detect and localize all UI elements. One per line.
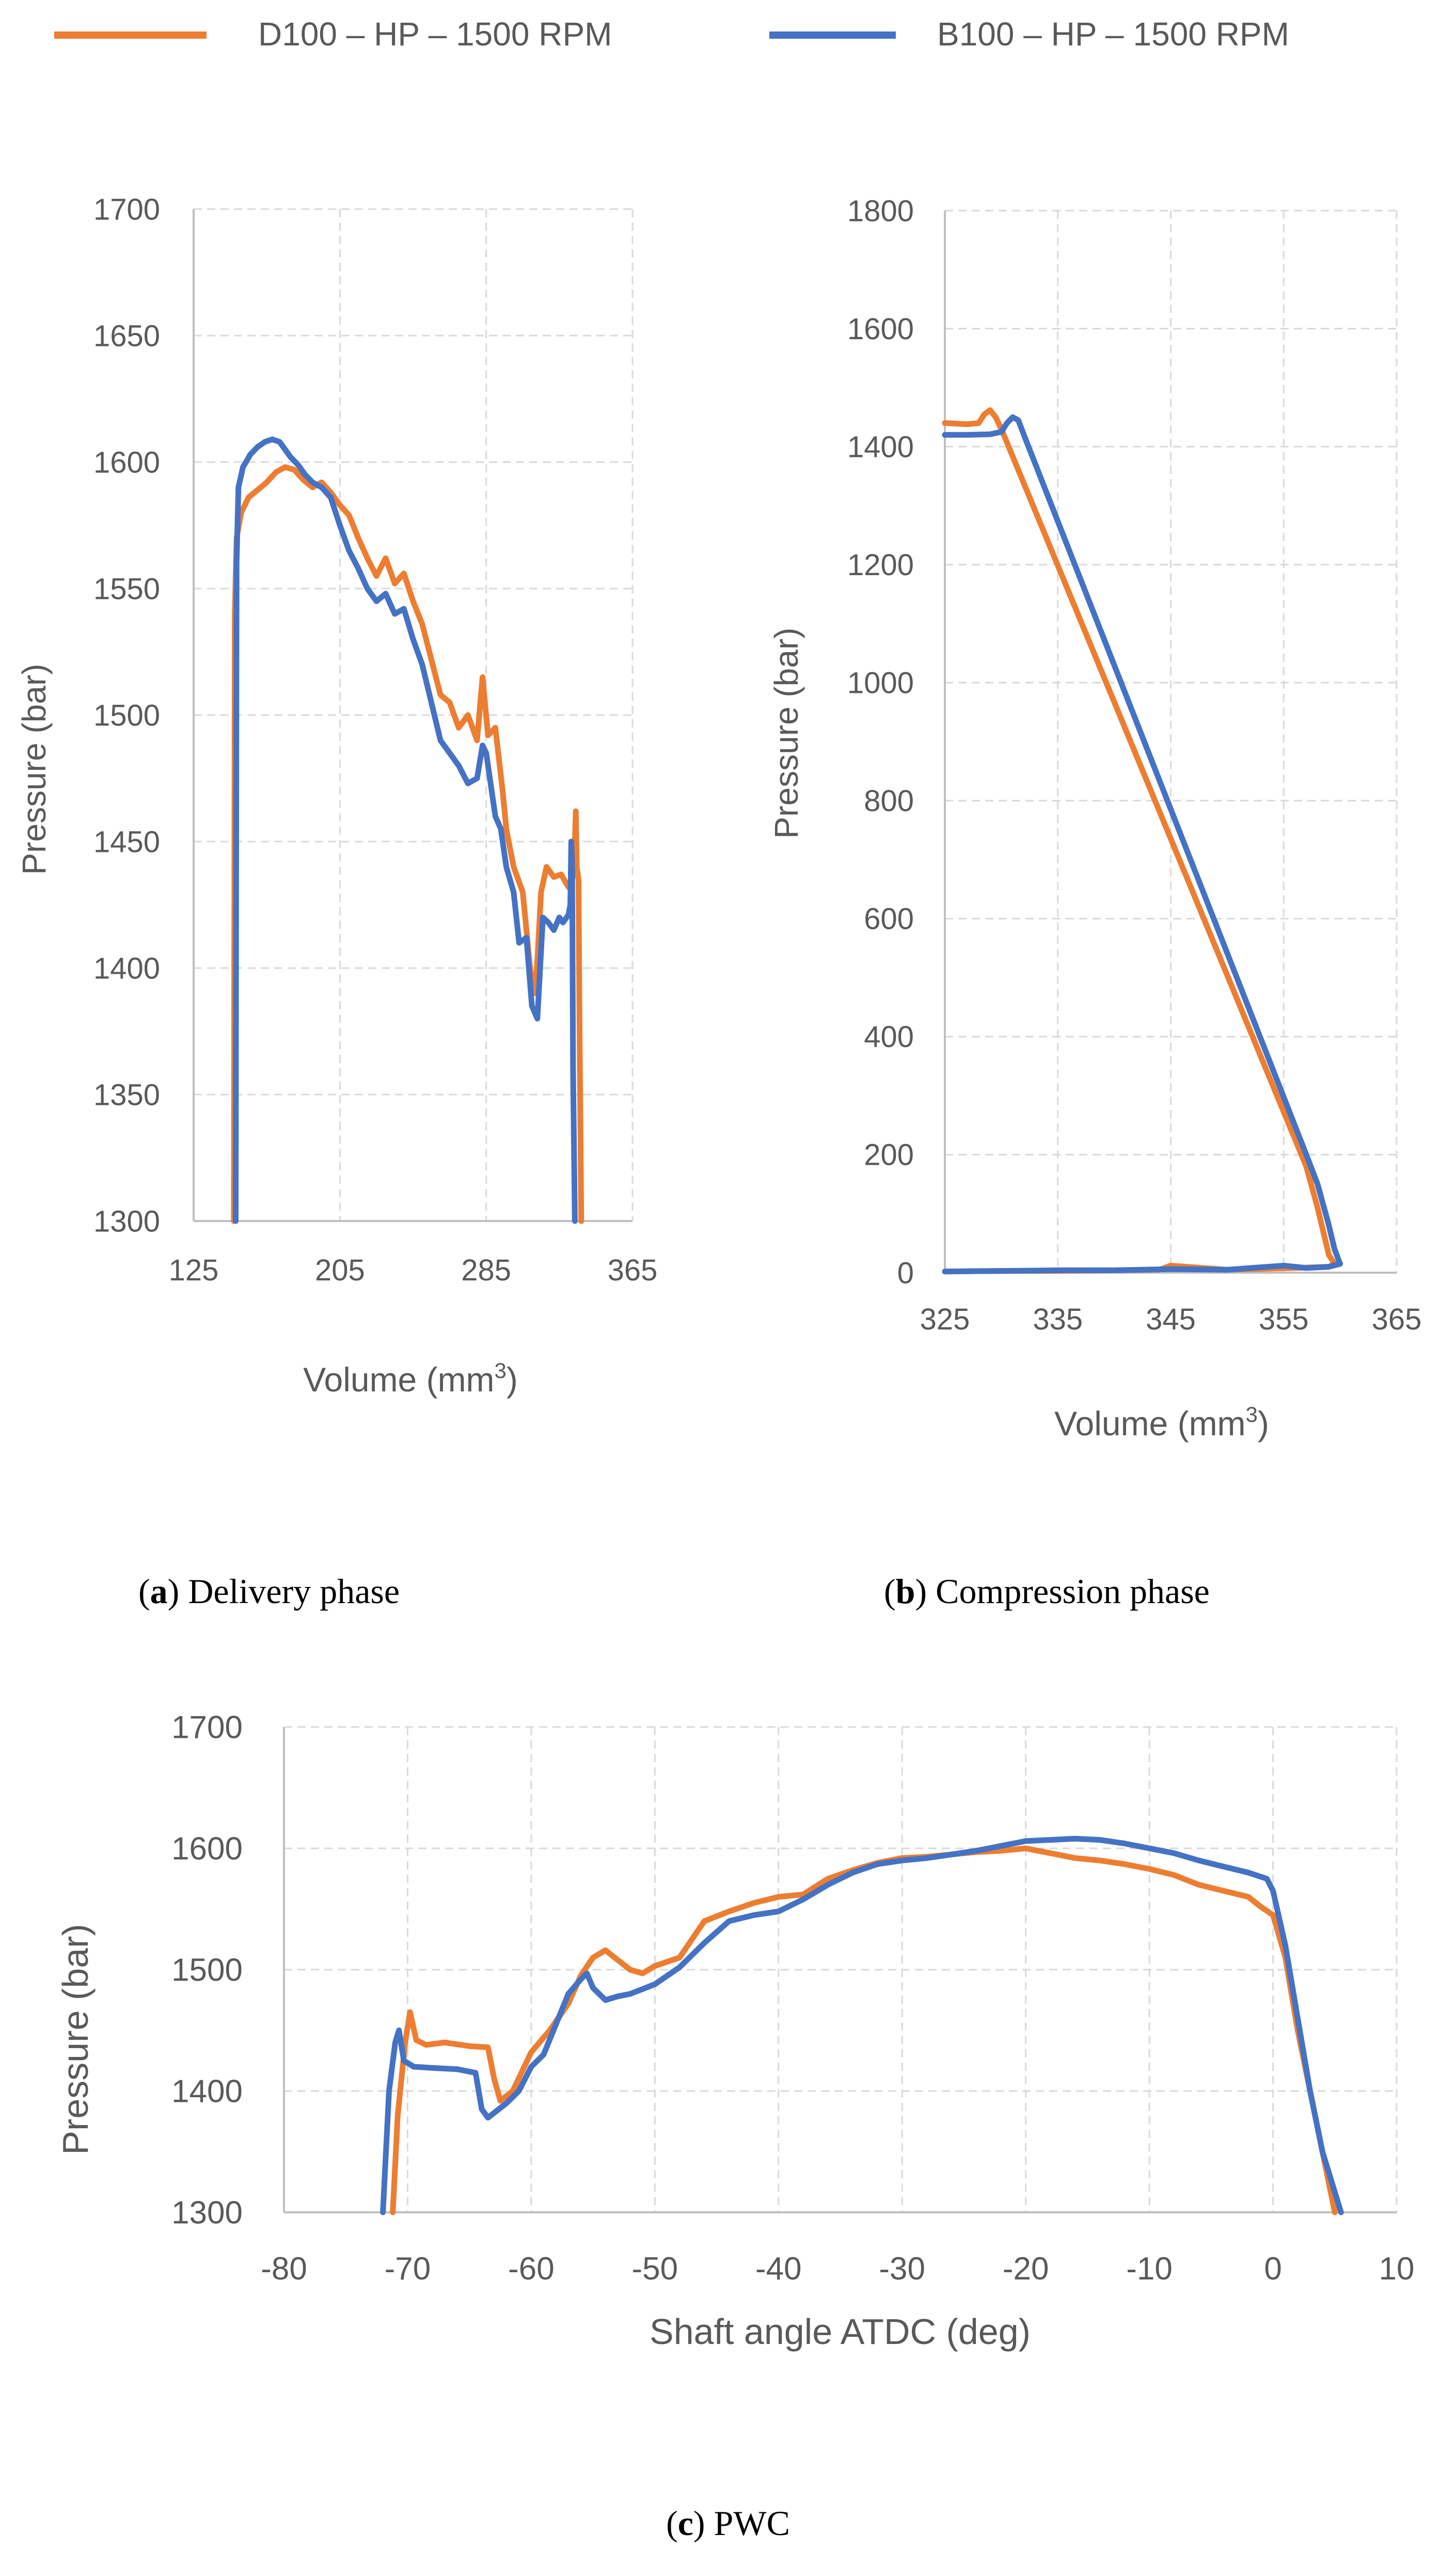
chart-b-y-tick-label: 800 bbox=[864, 784, 914, 818]
chart-b-y-tick-label: 1200 bbox=[847, 548, 914, 582]
caption-c: (c) PWC bbox=[666, 2504, 790, 2543]
legend: D100 – HP – 1500 RPM B100 – HP – 1500 RP… bbox=[54, 15, 1289, 53]
chart-a-y-tick-label: 1400 bbox=[93, 952, 160, 985]
legend-label-d100: D100 – HP – 1500 RPM bbox=[258, 15, 612, 53]
chart-a-series bbox=[231, 436, 584, 1224]
chart-c-x-tick-label: -60 bbox=[508, 2251, 555, 2287]
chart-a-x-tick-label: 205 bbox=[315, 1254, 365, 1287]
chart-c-series-b100-line bbox=[380, 1835, 1344, 2215]
chart-a-y-tick-label: 1700 bbox=[93, 193, 160, 226]
chart-a-y-tick-label: 1350 bbox=[93, 1078, 160, 1112]
chart-a-y-tick-label: 1300 bbox=[93, 1205, 160, 1238]
chart-c-x-tick-label: -10 bbox=[1126, 2251, 1173, 2287]
chart-b-x-tick-label: 345 bbox=[1146, 1303, 1196, 1336]
chart-b-y-tick-label: 1600 bbox=[847, 312, 914, 346]
chart-a-y-tick-label: 1600 bbox=[93, 446, 160, 479]
chart-c-y-tick-label: 1600 bbox=[171, 1831, 243, 1867]
chart-a-y-tick-label: 1450 bbox=[93, 825, 160, 859]
chart-c-grid bbox=[283, 1726, 1398, 2213]
chart-b-x-axis-label: Volume (mm3) bbox=[1054, 1402, 1269, 1443]
chart-a-series-b100-line bbox=[233, 436, 578, 1224]
chart-a-x-tick-label: 365 bbox=[608, 1254, 658, 1287]
chart-b-y-tick-label: 600 bbox=[864, 902, 914, 936]
chart-b-y-tick-label: 200 bbox=[864, 1138, 914, 1172]
chart-b-y-tick-label: 1800 bbox=[847, 194, 914, 228]
chart-b-compression-phase: 0 200 400 600 800 1000 1200 1400 1600 1800 325 335 3… bbox=[768, 194, 1421, 1443]
chart-b-tick-labels: 0 200 400 600 800 1000 1200 1400 1600 1800 325 335 3… bbox=[847, 194, 1421, 1336]
chart-a-grid bbox=[193, 208, 634, 1222]
chart-b-y-tick-label: 0 bbox=[897, 1256, 914, 1290]
chart-b-y-tick-label: 1000 bbox=[847, 667, 914, 700]
chart-b-series bbox=[942, 407, 1343, 1275]
chart-c-x-tick-label: 10 bbox=[1379, 2251, 1415, 2287]
chart-c-x-tick-label: -20 bbox=[1003, 2251, 1049, 2287]
chart-a-tick-labels: 1300 1350 1400 1450 1500 1550 1600 1650 1700 125 2… bbox=[93, 193, 657, 1287]
chart-b-x-tick-label: 335 bbox=[1033, 1303, 1083, 1336]
chart-c-x-tick-label: -30 bbox=[879, 2251, 925, 2287]
chart-b-x-tick-label: 355 bbox=[1259, 1303, 1309, 1336]
chart-a-x-axis-label: Volume (mm3) bbox=[303, 1358, 518, 1399]
chart-a-series-d100-line bbox=[231, 464, 584, 1224]
caption-b: (b) Compression phase bbox=[884, 1572, 1210, 1611]
caption-a: (a) Delivery phase bbox=[138, 1572, 400, 1611]
chart-c-y-axis-label: Pressure (bar) bbox=[55, 1924, 96, 2155]
chart-b-y-tick-label: 400 bbox=[864, 1020, 914, 1054]
chart-a-y-tick-label: 1550 bbox=[93, 572, 160, 606]
chart-c-x-tick-label: -80 bbox=[261, 2251, 307, 2287]
chart-b-y-tick-label: 1400 bbox=[847, 430, 914, 464]
chart-a-y-tick-label: 1500 bbox=[93, 699, 160, 732]
chart-c-series bbox=[380, 1835, 1344, 2215]
chart-c-x-tick-label: -50 bbox=[632, 2251, 678, 2287]
chart-c-x-axis-label: Shaft angle ATDC (deg) bbox=[650, 2311, 1031, 2352]
chart-b-grid bbox=[944, 210, 1398, 1274]
chart-c-x-tick-label: -70 bbox=[385, 2251, 431, 2287]
chart-b-series-b100-line bbox=[942, 414, 1343, 1275]
chart-a-delivery-phase: 1300 1350 1400 1450 1500 1550 1600 1650 1700 125 2… bbox=[15, 193, 657, 1399]
chart-a-x-tick-label: 125 bbox=[169, 1254, 219, 1287]
chart-b-x-tick-label: 365 bbox=[1372, 1303, 1422, 1336]
legend-label-b100: B100 – HP – 1500 RPM bbox=[937, 15, 1289, 53]
chart-c-y-tick-label: 1500 bbox=[171, 1953, 243, 1988]
chart-c-y-tick-label: 1700 bbox=[171, 1710, 243, 1746]
chart-c-series-d100-line bbox=[390, 1845, 1338, 2215]
chart-c-x-tick-label: 0 bbox=[1264, 2251, 1281, 2287]
chart-b-x-tick-label: 325 bbox=[920, 1303, 970, 1336]
chart-b-y-axis-label: Pressure (bar) bbox=[768, 628, 805, 839]
chart-c-y-tick-label: 1300 bbox=[171, 2195, 243, 2231]
chart-c-tick-labels: 1300 1400 1500 1600 1700 -80 -70 -60 -50 -40 -30 -2… bbox=[171, 1710, 1414, 2287]
chart-a-x-tick-label: 285 bbox=[461, 1254, 511, 1287]
chart-c-x-tick-label: -40 bbox=[755, 2251, 802, 2287]
chart-c-pwc: 1300 1400 1500 1600 1700 -80 -70 -60 -50 -40 -30 -2… bbox=[55, 1710, 1414, 2352]
chart-a-y-axis-label: Pressure (bar) bbox=[15, 664, 53, 875]
chart-c-y-tick-label: 1400 bbox=[171, 2074, 243, 2110]
chart-a-y-tick-label: 1650 bbox=[93, 319, 160, 353]
